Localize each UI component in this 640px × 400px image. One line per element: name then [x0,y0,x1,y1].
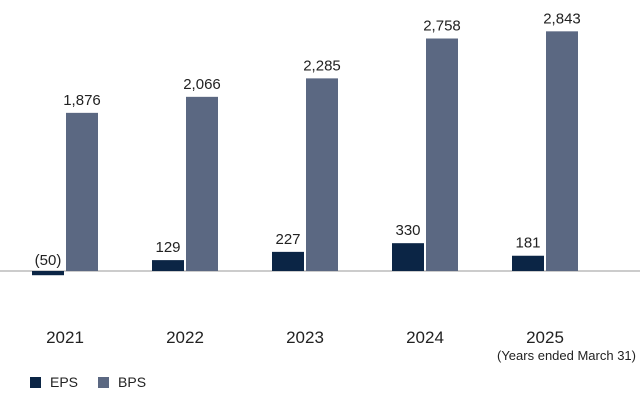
data-label-eps-2023: 227 [275,231,300,248]
legend-swatch-eps [30,376,41,388]
data-label-eps-2025: 181 [515,235,540,252]
data-label-bps-2025: 2,843 [543,10,581,27]
bar-bps-2021 [66,112,98,271]
bar-eps-2021 [32,271,64,276]
data-label-bps-2021: 1,876 [63,92,101,109]
x-tick-label-2022: 2022 [166,328,204,347]
legend-swatch-bps [98,376,110,388]
data-label-bps-2023: 2,285 [303,57,341,74]
data-label-eps-2021: (50) [35,252,62,269]
data-label-bps-2024: 2,758 [423,18,461,35]
x-tick-label-2021: 2021 [46,328,84,347]
data-label-eps-2022: 129 [155,239,180,256]
bar-bps-2023 [306,78,338,271]
legend-label-eps: EPS [50,374,79,390]
bar-eps-2024 [392,243,424,271]
bar-bps-2022 [186,96,218,271]
bar-bps-2024 [426,38,458,272]
data-label-eps-2024: 330 [395,222,420,239]
legend-item-eps: EPS [30,374,78,390]
bar-eps-2022 [152,260,184,271]
data-label-bps-2022: 2,066 [183,76,221,93]
x-tick-label-2025: 2025 [526,328,564,347]
legend-item-bps: BPS [98,374,146,390]
fiscal-year-note: (Years ended March 31) [497,348,636,363]
legend-label-bps: BPS [118,374,147,390]
chart-legend: EPS BPS [30,374,166,390]
x-tick-label-2023: 2023 [286,328,324,347]
bar-eps-2025 [512,255,544,271]
bar-bps-2025 [546,31,578,272]
x-tick-label-2024: 2024 [406,328,444,347]
bar-eps-2023 [272,251,304,271]
